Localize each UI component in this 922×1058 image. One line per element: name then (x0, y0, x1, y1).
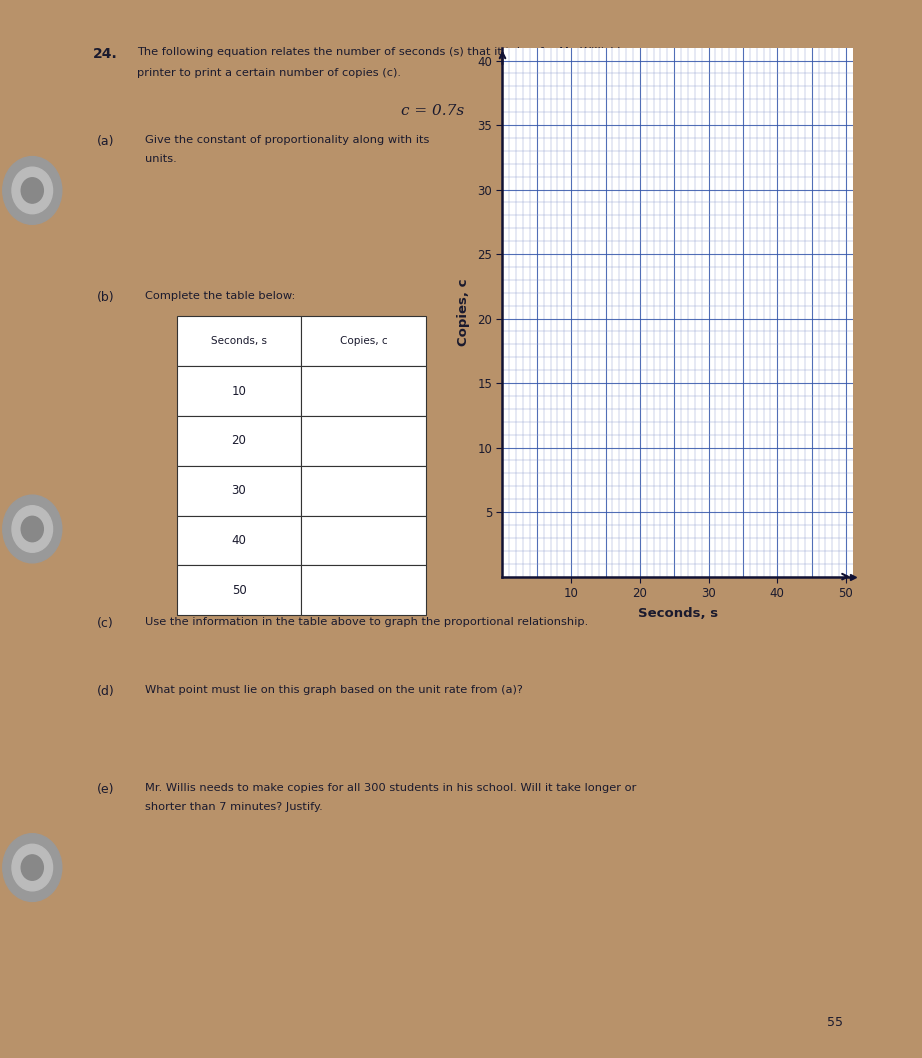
Y-axis label: Copies, c: Copies, c (457, 278, 470, 346)
Bar (301, 416, 426, 466)
Bar (177, 416, 301, 466)
Text: (e): (e) (97, 783, 114, 796)
Text: (b): (b) (97, 291, 114, 304)
Text: 24.: 24. (92, 47, 117, 61)
Text: c = 0.7s: c = 0.7s (401, 104, 465, 117)
Text: (d): (d) (97, 685, 114, 697)
Text: 20: 20 (231, 435, 246, 448)
Text: 40: 40 (231, 534, 246, 547)
X-axis label: Seconds, s: Seconds, s (638, 607, 717, 620)
Bar (301, 316, 426, 366)
Bar (301, 466, 426, 515)
Text: 55: 55 (827, 1016, 843, 1028)
Bar (177, 515, 301, 565)
Text: units.: units. (145, 153, 176, 164)
Bar (301, 565, 426, 615)
Text: 50: 50 (231, 584, 246, 597)
Text: The following equation relates the number of seconds (s) that it takes for Mr. W: The following equation relates the numbe… (136, 47, 644, 57)
Text: (c): (c) (97, 617, 113, 631)
Text: 30: 30 (231, 485, 246, 497)
Bar (177, 316, 301, 366)
Text: Copies, c: Copies, c (339, 336, 387, 346)
Text: Complete the table below:: Complete the table below: (145, 291, 295, 300)
Text: Seconds, s: Seconds, s (211, 336, 267, 346)
Text: Mr. Willis needs to make copies for all 300 students in his school. Will it take: Mr. Willis needs to make copies for all … (145, 783, 636, 794)
Bar (177, 466, 301, 515)
Bar (177, 366, 301, 416)
Text: shorter than 7 minutes? Justify.: shorter than 7 minutes? Justify. (145, 802, 323, 811)
Text: 10: 10 (231, 385, 246, 398)
Bar (301, 366, 426, 416)
Bar (301, 515, 426, 565)
Text: printer to print a certain number of copies (c).: printer to print a certain number of cop… (136, 68, 401, 77)
Text: What point must lie on this graph based on the unit rate from (a)?: What point must lie on this graph based … (145, 685, 523, 694)
Bar (177, 565, 301, 615)
Text: Use the information in the table above to graph the proportional relationship.: Use the information in the table above t… (145, 617, 588, 627)
Text: (a): (a) (97, 135, 114, 148)
Text: Give the constant of proportionality along with its: Give the constant of proportionality alo… (145, 135, 429, 145)
